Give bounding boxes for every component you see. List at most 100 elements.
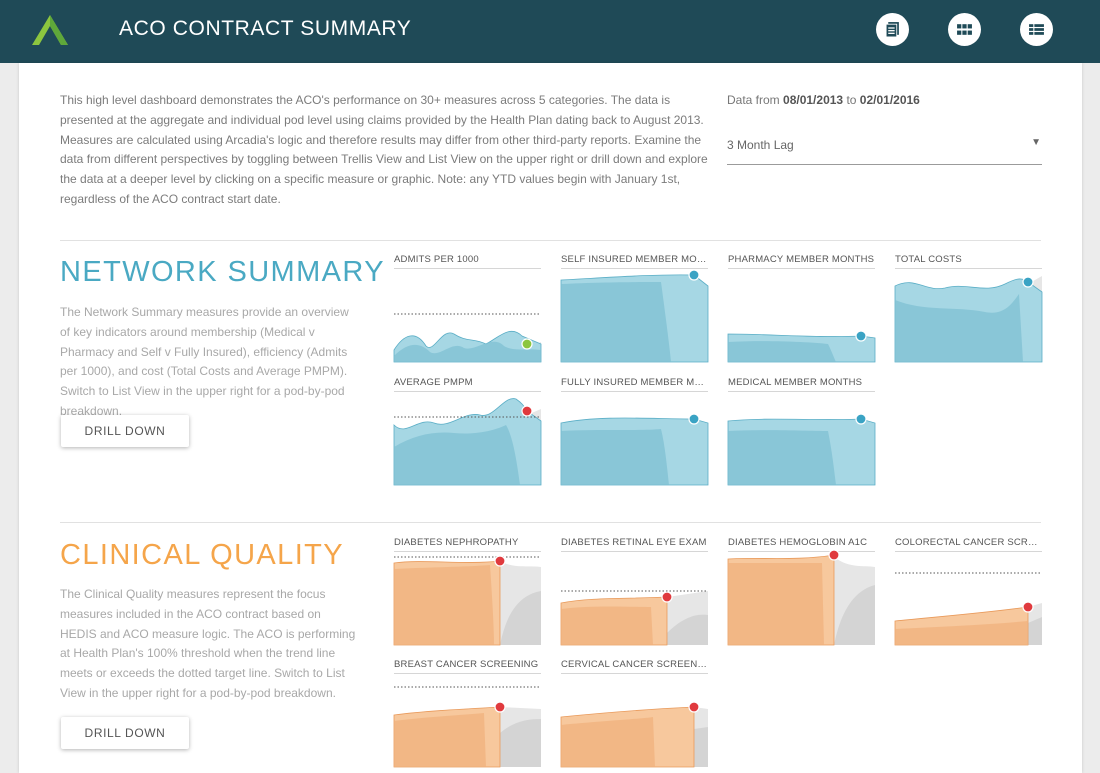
trend-area xyxy=(394,425,520,485)
date-from: 08/01/2013 xyxy=(783,93,844,107)
trend-area xyxy=(895,294,1023,362)
tile-divider xyxy=(394,268,541,269)
sparkline-chart xyxy=(894,572,1042,646)
trend-gray-area xyxy=(694,727,708,767)
tile-title: PHARMACY MEMBER MONTHS xyxy=(728,254,875,265)
tile-divider xyxy=(728,268,875,269)
trend-gray-area xyxy=(500,719,541,767)
status-dot xyxy=(855,413,867,425)
sparkline-chart xyxy=(393,398,542,486)
measure-tile-self-insured-member-months[interactable]: SELF INSURED MEMBER MONTHS xyxy=(560,254,709,363)
sparkline-chart xyxy=(393,555,541,646)
list-view-button[interactable] xyxy=(1020,13,1053,46)
trend-area xyxy=(561,717,655,767)
trend-gray-area xyxy=(667,614,708,645)
trend-area xyxy=(561,606,653,645)
tile-divider xyxy=(895,551,1042,552)
chevron-down-icon: ▼ xyxy=(1031,137,1041,148)
measure-tile-diabetes-hemoglobin-a1c[interactable]: DIABETES HEMOGLOBIN A1C xyxy=(727,537,875,646)
tile-title: TOTAL COSTS xyxy=(895,254,962,265)
tile-divider xyxy=(561,551,708,552)
network-summary-title: NETWORK SUMMARY xyxy=(60,256,385,288)
measure-tile-fully-insured-member-months[interactable]: FULLY INSURED MEMBER MONTHS xyxy=(560,377,709,486)
sparkline-chart xyxy=(393,313,542,363)
sparkline-chart xyxy=(393,686,541,768)
arcadia-logo-icon xyxy=(32,15,68,45)
trend-area xyxy=(394,713,486,767)
clinical-quality-title: CLINICAL QUALITY xyxy=(60,539,345,571)
tile-title: DIABETES NEPHROPATHY xyxy=(394,537,519,548)
tile-title: BREAST CANCER SCREENING xyxy=(394,659,539,670)
lag-select[interactable]: 3 Month Lag ▼ xyxy=(727,131,1042,165)
trend-area xyxy=(561,282,671,362)
network-drill-down-button[interactable]: DRILL DOWN xyxy=(61,415,189,447)
sparkline-chart xyxy=(727,549,875,646)
dashboard-panel: This high level dashboard demonstrates t… xyxy=(19,63,1082,773)
tile-title: SELF INSURED MEMBER MONTHS xyxy=(561,254,708,265)
sparkline-chart xyxy=(560,413,709,486)
app-title: ACO CONTRACT SUMMARY xyxy=(119,17,412,40)
status-dot xyxy=(521,405,533,417)
measure-tile-total-costs[interactable]: TOTAL COSTS xyxy=(894,254,1043,363)
trend-area xyxy=(394,341,541,362)
date-range: Data from 08/01/2013 to 02/01/2016 xyxy=(727,93,920,107)
measure-tile-diabetes-nephropathy[interactable]: DIABETES NEPHROPATHY xyxy=(393,537,541,646)
measure-tile-diabetes-retinal-eye-exam[interactable]: DIABETES RETINAL EYE EXAM xyxy=(560,537,708,646)
trend-area xyxy=(561,429,669,485)
trend-area xyxy=(728,341,836,362)
date-joiner: to xyxy=(846,93,857,107)
status-dot xyxy=(661,591,673,603)
sparkline-chart xyxy=(560,269,709,363)
measure-tile-admits-per-1000[interactable]: ADMITS PER 1000 xyxy=(393,254,542,363)
tile-divider xyxy=(561,673,708,674)
status-dot xyxy=(494,555,506,567)
measure-tile-breast-cancer-screening[interactable]: BREAST CANCER SCREENING xyxy=(393,659,541,768)
status-dot xyxy=(828,549,840,561)
section-divider xyxy=(60,522,1041,523)
trend-gray-area xyxy=(1028,617,1042,645)
tile-title: DIABETES RETINAL EYE EXAM xyxy=(561,537,707,548)
sparkline-chart xyxy=(727,330,876,363)
status-dot xyxy=(521,338,533,350)
trellis-view-button[interactable] xyxy=(948,13,981,46)
sparkline-chart xyxy=(560,701,708,768)
trend-area xyxy=(728,563,824,645)
status-dot xyxy=(855,330,867,342)
measure-tile-cervical-cancer-screening[interactable]: CERVICAL CANCER SCREENING xyxy=(560,659,708,768)
tile-title: MEDICAL MEMBER MONTHS xyxy=(728,377,863,388)
document-icon xyxy=(885,22,899,38)
list-icon xyxy=(1029,24,1044,35)
status-dot xyxy=(1022,276,1034,288)
tile-title: DIABETES HEMOGLOBIN A1C xyxy=(728,537,868,548)
clinical-quality-description: The Clinical Quality measures represent … xyxy=(60,587,356,700)
tile-title: ADMITS PER 1000 xyxy=(394,254,479,265)
tile-divider xyxy=(561,268,708,269)
measure-tile-pharmacy-member-months[interactable]: PHARMACY MEMBER MONTHS xyxy=(727,254,876,363)
trend-area xyxy=(394,565,494,645)
trend-gray-area xyxy=(500,591,541,645)
tile-divider xyxy=(728,391,875,392)
status-dot xyxy=(688,701,700,713)
status-dot xyxy=(688,413,700,425)
tile-divider xyxy=(394,673,541,674)
document-view-button[interactable] xyxy=(876,13,909,46)
tile-divider xyxy=(394,391,541,392)
tile-title: COLORECTAL CANCER SCREENING xyxy=(895,537,1042,548)
clinical-drill-down-button[interactable]: DRILL DOWN xyxy=(61,717,189,749)
measure-tile-colorectal-cancer-screening[interactable]: COLORECTAL CANCER SCREENING xyxy=(894,537,1042,646)
trend-gray-area xyxy=(834,585,875,645)
grid-icon xyxy=(957,24,972,35)
measure-tile-average-pmpm[interactable]: AVERAGE PMPM xyxy=(393,377,542,486)
tile-divider xyxy=(895,268,1042,269)
measure-tile-medical-member-months[interactable]: MEDICAL MEMBER MONTHS xyxy=(727,377,876,486)
network-summary-description: The Network Summary measures provide an … xyxy=(60,305,349,418)
trend-area xyxy=(895,621,1028,645)
status-dot xyxy=(1022,601,1034,613)
lag-select-value: 3 Month Lag xyxy=(727,138,794,152)
tile-divider xyxy=(728,551,875,552)
trend-area xyxy=(728,430,836,485)
status-dot xyxy=(494,701,506,713)
section-divider xyxy=(60,240,1041,241)
tile-title: FULLY INSURED MEMBER MONTHS xyxy=(561,377,708,388)
date-prefix: Data from xyxy=(727,93,780,107)
